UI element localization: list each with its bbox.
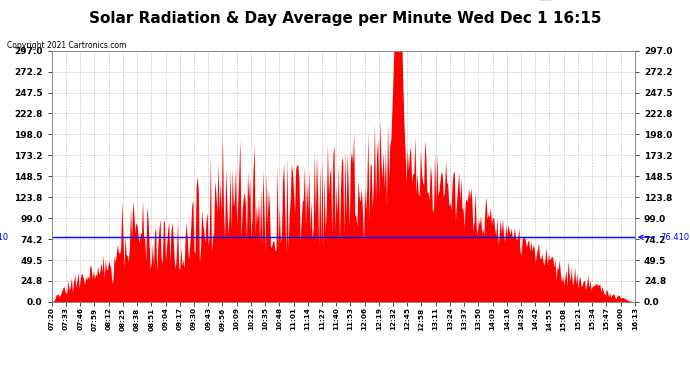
Text: 76.410: 76.410	[639, 233, 689, 242]
Legend: Median(w/m2), Radiation(w/m2): Median(w/m2), Radiation(w/m2)	[452, 0, 630, 2]
Text: Solar Radiation & Day Average per Minute Wed Dec 1 16:15: Solar Radiation & Day Average per Minute…	[89, 11, 601, 26]
Text: 76.410: 76.410	[0, 233, 8, 242]
Text: Copyright 2021 Cartronics.com: Copyright 2021 Cartronics.com	[7, 41, 126, 50]
